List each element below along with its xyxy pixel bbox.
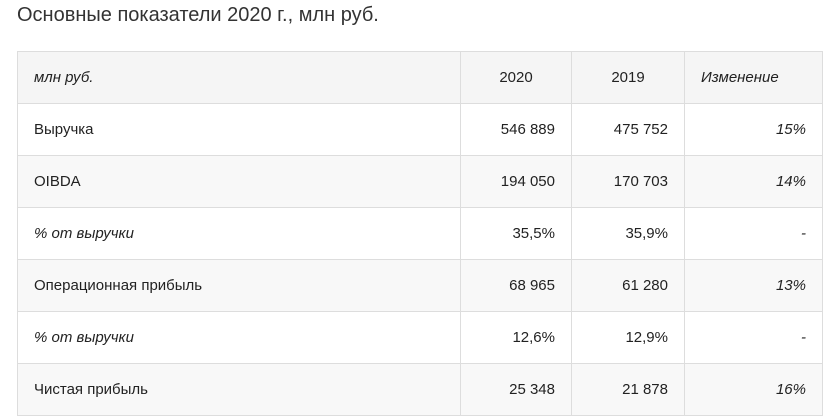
table-cell: 68 965: [460, 259, 572, 312]
column-header: 2019: [571, 51, 685, 104]
table-cell: -: [684, 207, 823, 260]
table-cell: 194 050: [460, 155, 572, 208]
table-cell: -: [684, 311, 823, 364]
table-cell: 170 703: [571, 155, 685, 208]
table-cell: 12,9%: [571, 311, 685, 364]
table-cell: 546 889: [460, 103, 572, 156]
column-header: Изменение: [684, 51, 823, 104]
page-title: Основные показатели 2020 г., млн руб.: [17, 4, 379, 26]
table-cell: Чистая прибыль: [17, 363, 461, 416]
table-row: Операционная прибыль 68 965 61 280 13%: [17, 259, 823, 312]
table-cell: 35,5%: [460, 207, 572, 260]
table-cell: 12,6%: [460, 311, 572, 364]
table-cell: 61 280: [571, 259, 685, 312]
table-body: Выручка 546 889 475 752 15% OIBDA 194 050 170 …: [17, 103, 823, 416]
table-cell: % от выручки: [17, 207, 461, 260]
header-row: млн руб. 2020 2019 Изменение: [17, 51, 823, 104]
table-cell: 475 752: [571, 103, 685, 156]
table-cell: 14%: [684, 155, 823, 208]
table-cell: Операционная прибыль: [17, 259, 461, 312]
table-cell: 21 878: [571, 363, 685, 416]
table-row: OIBDA 194 050 170 703 14%: [17, 155, 823, 208]
table-cell: 35,9%: [571, 207, 685, 260]
indicators-table: млн руб. 2020 2019 Изменение Выручка 546 889…: [17, 51, 823, 416]
table-cell: 13%: [684, 259, 823, 312]
table-cell: 25 348: [460, 363, 572, 416]
table-cell: OIBDA: [17, 155, 461, 208]
table-cell: 16%: [684, 363, 823, 416]
table-cell: Выручка: [17, 103, 461, 156]
table-cell: 15%: [684, 103, 823, 156]
table-cell: % от выручки: [17, 311, 461, 364]
column-header: млн руб.: [17, 51, 461, 104]
column-header: 2020: [460, 51, 572, 104]
table-row: % от выручки 35,5% 35,9% -: [17, 207, 823, 260]
table-row: Выручка 546 889 475 752 15%: [17, 103, 823, 156]
table-row: % от выручки 12,6% 12,9% -: [17, 311, 823, 364]
table-row: Чистая прибыль 25 348 21 878 16%: [17, 363, 823, 416]
